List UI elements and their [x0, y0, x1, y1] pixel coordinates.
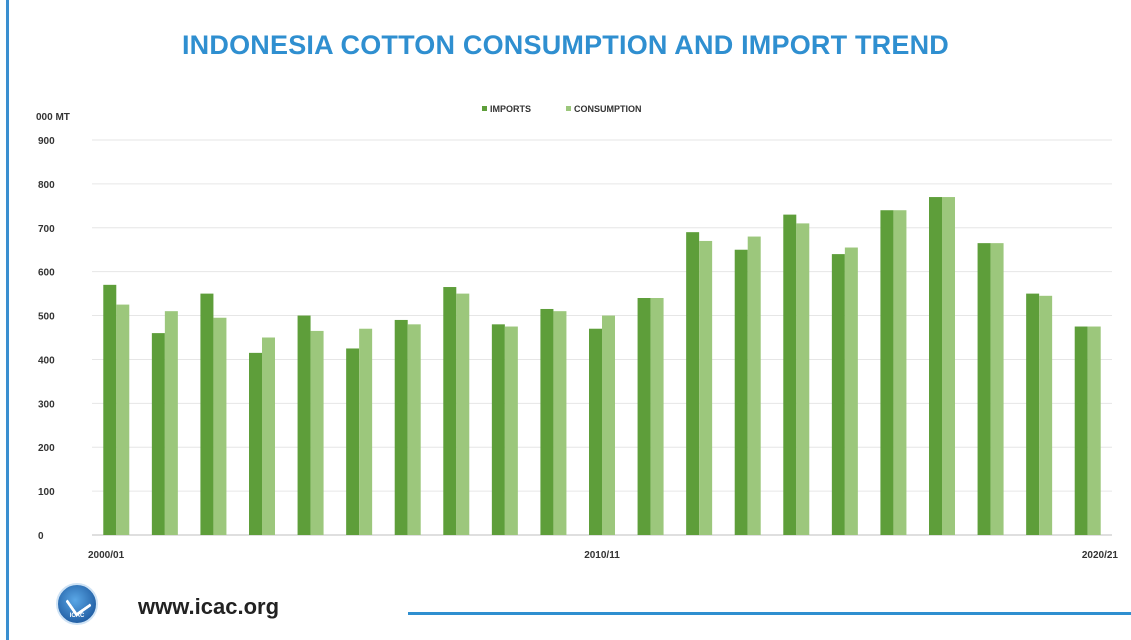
- bar-consumption-2001-02: [164, 311, 178, 535]
- bar-imports-2013-14: [734, 249, 748, 535]
- legend-swatch-consumption: [566, 106, 571, 111]
- bar-imports-2011-12: [637, 298, 651, 535]
- bar-consumption-2011-12: [650, 298, 664, 535]
- bar-consumption-2018-19: [990, 243, 1004, 535]
- legend-label-consumption: CONSUMPTION: [574, 104, 642, 114]
- legend: IMPORTS CONSUMPTION: [482, 104, 642, 114]
- bar-imports-2000-01: [103, 284, 117, 535]
- footer-divider: [408, 612, 1131, 615]
- legend-label-imports: IMPORTS: [490, 104, 531, 114]
- icac-logo: ICAC: [56, 583, 98, 625]
- bar-imports-2008-09: [491, 324, 505, 535]
- footer-url: www.icac.org: [138, 594, 280, 619]
- x-tick-label: 2000/01: [88, 550, 125, 561]
- bar-imports-2005-06: [346, 348, 360, 535]
- bar-imports-2014-15: [783, 214, 797, 535]
- bar-imports-2003-04: [249, 352, 262, 535]
- y-tick-label: 800: [38, 180, 55, 191]
- chart-title: INDONESIA COTTON CONSUMPTION AND IMPORT …: [181, 30, 949, 60]
- legend-swatch-imports: [482, 106, 487, 111]
- left-rule: [6, 0, 9, 640]
- bar-imports-2016-17: [880, 210, 894, 535]
- bar-consumption-2013-14: [747, 236, 761, 536]
- x-tick-label: 2020/21: [1082, 550, 1119, 561]
- x-tick-label: 2010/11: [584, 550, 620, 561]
- bar-imports-2001-02: [151, 333, 165, 535]
- bar-consumption-2016-17: [893, 210, 907, 535]
- bar-consumption-2002-03: [213, 317, 227, 535]
- y-tick-label: 900: [38, 136, 55, 147]
- bar-imports-2002-03: [200, 293, 214, 535]
- bar-consumption-2007-08: [456, 293, 470, 535]
- bar-imports-2007-08: [443, 287, 457, 535]
- y-tick-label: 100: [38, 487, 55, 498]
- bar-consumption-2015-16: [844, 247, 858, 535]
- bars: [103, 197, 1101, 536]
- y-tick-label: 200: [38, 443, 55, 454]
- bar-consumption-2003-04: [262, 337, 275, 535]
- y-tick-label: 0: [38, 531, 44, 542]
- bar-consumption-2005-06: [359, 328, 373, 535]
- bar-consumption-2020-21: [1087, 326, 1101, 535]
- bar-consumption-2010-11: [602, 315, 615, 535]
- bar-imports-2009-10: [540, 308, 554, 535]
- bar-consumption-2006-07: [407, 324, 421, 535]
- y-tick-label: 300: [38, 399, 55, 410]
- bar-consumption-2008-09: [504, 326, 518, 535]
- bar-imports-2015-16: [831, 254, 845, 535]
- bar-imports-2017-18: [929, 197, 942, 536]
- bar-consumption-2012-13: [699, 240, 713, 535]
- bar-imports-2010-11: [589, 328, 602, 535]
- bar-imports-2019-20: [1026, 293, 1040, 535]
- bar-imports-2004-05: [297, 315, 311, 535]
- bar-consumption-2019-20: [1039, 295, 1053, 535]
- bar-imports-2020-21: [1074, 326, 1088, 535]
- y-tick-label: 600: [38, 268, 55, 279]
- bar-imports-2012-13: [686, 232, 700, 535]
- bar-consumption-2017-18: [942, 197, 955, 536]
- bar-imports-2018-19: [977, 243, 991, 535]
- bar-consumption-2014-15: [796, 223, 810, 535]
- bar-consumption-2000-01: [116, 304, 130, 535]
- y-axis-ticks: 0 100 200 300 400 500 600 700 800 900: [38, 136, 55, 542]
- y-tick-label: 400: [38, 355, 55, 366]
- bar-consumption-2004-05: [310, 330, 324, 535]
- y-tick-label: 500: [38, 312, 55, 323]
- y-axis-unit-label: 000 MT: [36, 112, 70, 123]
- x-axis-ticks: 2000/01 2010/11 2020/21: [88, 550, 1118, 561]
- bar-consumption-2009-10: [553, 311, 567, 535]
- bar-imports-2006-07: [394, 319, 408, 535]
- y-tick-label: 700: [38, 224, 55, 235]
- logo-text: ICAC: [69, 613, 85, 619]
